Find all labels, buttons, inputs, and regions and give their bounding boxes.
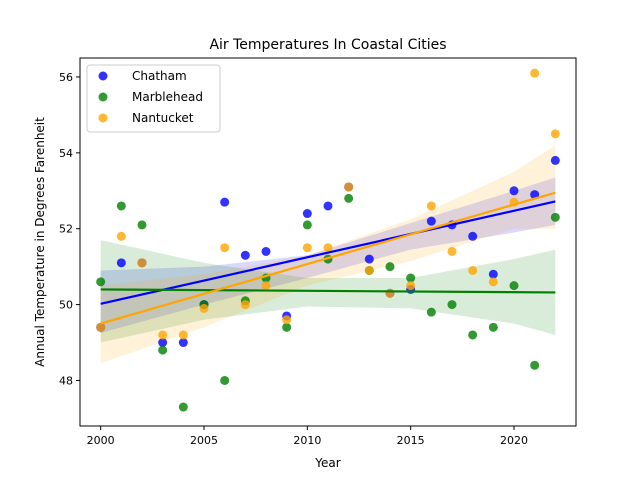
chatham-point [116, 258, 126, 268]
nantucket-point [282, 315, 292, 325]
chatham-point [509, 186, 519, 196]
legend-label-marblehead: Marblehead [132, 90, 203, 104]
chatham-point [426, 216, 436, 226]
nantucket-point [178, 330, 188, 340]
marblehead-trend-line [100, 288, 556, 294]
nantucket-point [550, 129, 560, 139]
plot-frame [79, 57, 577, 427]
marblehead-point [530, 360, 540, 370]
chatham-point [302, 209, 312, 219]
x-tick-label: 2000 [87, 434, 115, 447]
chatham-point [530, 190, 540, 200]
y-axis-ticks: 48 50 52 54 56 [59, 71, 80, 387]
marblehead-point [116, 201, 126, 211]
nantucket-point [261, 281, 271, 291]
chatham-point [220, 197, 230, 207]
x-tick-label: 2020 [500, 434, 528, 447]
legend-label-nantucket: Nantucket [132, 111, 194, 125]
chatham-trend-line [100, 200, 556, 305]
marblehead-point [158, 345, 168, 355]
chart-title: Air Temperatures In Coastal Cities [209, 37, 446, 53]
nantucket-point [96, 322, 106, 332]
chatham-point [468, 231, 478, 241]
marblehead-point [96, 277, 106, 287]
legend-box [86, 64, 221, 133]
marblehead-point [302, 220, 312, 230]
legend-marker-marblehead [98, 92, 108, 102]
nantucket-point [406, 281, 416, 291]
y-tick-label: 50 [59, 299, 73, 312]
x-axis-ticks: 2000 2005 2010 2015 2020 [87, 426, 528, 447]
nantucket-point [323, 243, 333, 253]
nantucket-point [158, 330, 168, 340]
chatham-point [364, 254, 374, 264]
chatham-point [158, 338, 168, 348]
marblehead-point [468, 330, 478, 340]
nantucket-point [488, 277, 498, 287]
marblehead-point [220, 375, 230, 385]
y-tick-label: 52 [59, 223, 73, 236]
x-tick-label: 2010 [293, 434, 321, 447]
nantucket-point [220, 243, 230, 253]
y-tick-label: 54 [59, 147, 73, 160]
y-tick-label: 48 [59, 374, 73, 387]
marblehead-point [385, 262, 395, 272]
nantucket-point [468, 265, 478, 275]
marblehead-point [178, 402, 188, 412]
legend: Chatham Marblehead Nantucket [86, 64, 221, 133]
nantucket-point [137, 258, 147, 268]
nantucket-trend-line [100, 191, 556, 325]
legend-label-chatham: Chatham [132, 69, 187, 83]
nantucket-point [344, 182, 354, 192]
nantucket-point [199, 303, 209, 313]
chatham-point [550, 155, 560, 165]
chatham-point [323, 201, 333, 211]
marblehead-point [344, 193, 354, 203]
data-points [96, 68, 560, 412]
nantucket-point [530, 68, 540, 78]
legend-marker-nantucket [98, 113, 108, 123]
trend-lines [100, 191, 556, 325]
y-axis-label: Annual Temperature in Degrees Farenheit [33, 117, 47, 367]
x-tick-label: 2005 [190, 434, 218, 447]
marblehead-point [426, 307, 436, 317]
legend-marker-chatham [98, 71, 108, 81]
chatham-point [178, 338, 188, 348]
nantucket-point [302, 243, 312, 253]
nantucket-point [385, 288, 395, 298]
nantucket-point [364, 265, 374, 275]
marblehead-point [509, 281, 519, 291]
nantucket-confidence-band [100, 145, 556, 364]
nantucket-point [426, 201, 436, 211]
chatham-point [240, 250, 250, 260]
marblehead-point [488, 322, 498, 332]
confidence-bands [100, 145, 556, 364]
chatham-point [261, 246, 271, 256]
marblehead-point [447, 300, 457, 310]
nantucket-point [447, 246, 457, 256]
chatham-point [488, 269, 498, 279]
x-tick-label: 2015 [397, 434, 425, 447]
marblehead-point [550, 212, 560, 222]
y-tick-label: 56 [59, 71, 73, 84]
marblehead-point [406, 273, 416, 283]
nantucket-point [240, 300, 250, 310]
nantucket-point [116, 231, 126, 241]
marblehead-point [137, 220, 147, 230]
marblehead-point [282, 322, 292, 332]
x-axis-label: Year [314, 456, 340, 470]
